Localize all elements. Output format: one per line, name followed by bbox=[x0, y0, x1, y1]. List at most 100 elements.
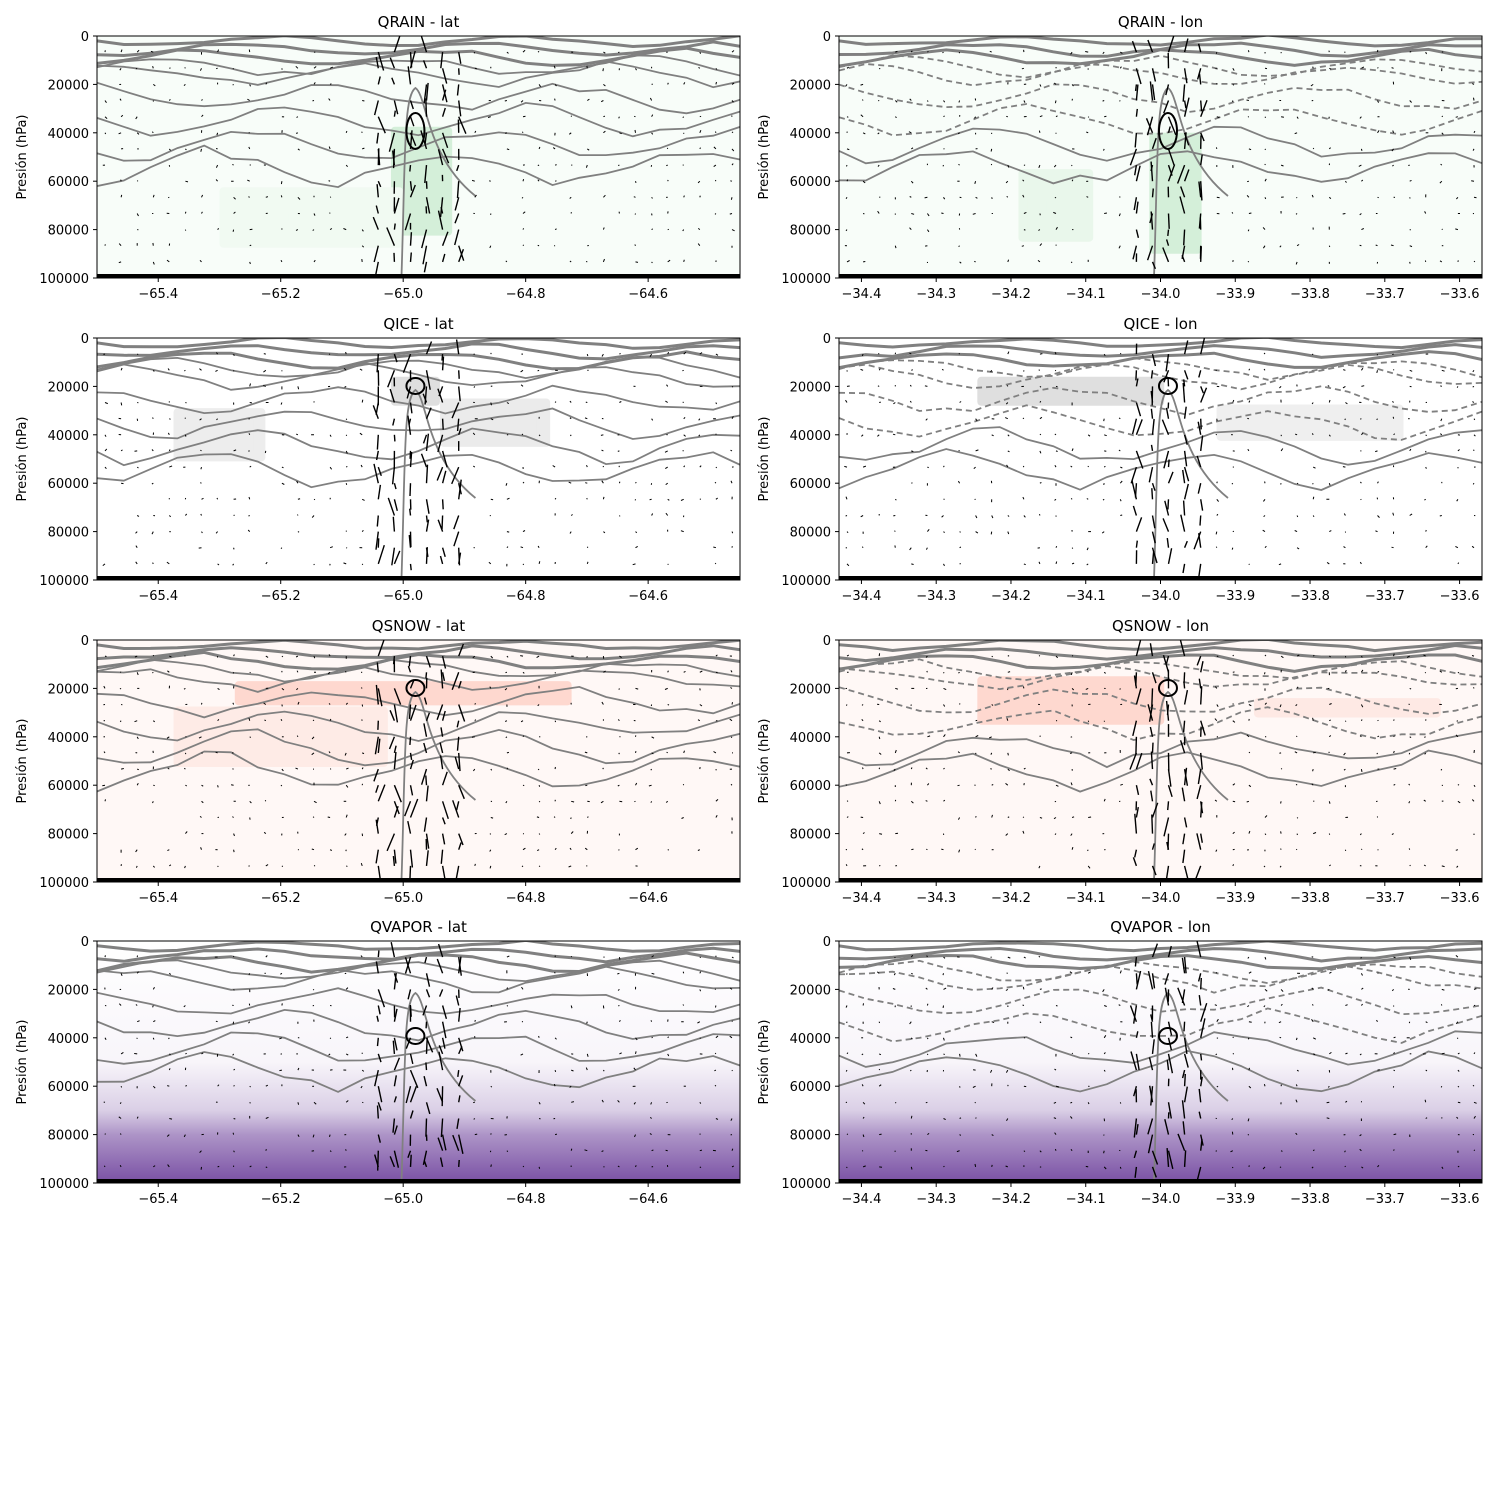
wind-vector bbox=[409, 563, 412, 571]
wind-vector bbox=[436, 704, 444, 720]
wind-vector bbox=[892, 433, 896, 436]
contour-line bbox=[97, 362, 740, 391]
wind-vector bbox=[136, 49, 140, 53]
wind-vector bbox=[635, 1051, 637, 1055]
wind-vector bbox=[729, 987, 733, 990]
wind-vector bbox=[169, 1053, 171, 1056]
wind-vector bbox=[1214, 799, 1218, 802]
wind-vector bbox=[1023, 515, 1026, 518]
wind-vector bbox=[1103, 483, 1105, 486]
wind-vector bbox=[1134, 84, 1138, 91]
wind-vector bbox=[373, 245, 379, 263]
contour-line bbox=[839, 404, 1482, 441]
wind-vector bbox=[1360, 956, 1362, 959]
wind-vector bbox=[860, 515, 864, 518]
wind-vector bbox=[942, 164, 944, 167]
wind-vector bbox=[425, 82, 429, 101]
contour-line bbox=[97, 941, 740, 953]
wind-vector bbox=[1007, 434, 1010, 437]
wind-vector bbox=[1439, 260, 1443, 263]
wind-vector bbox=[991, 515, 994, 519]
wind-vector bbox=[1135, 970, 1142, 990]
wind-vector bbox=[1455, 849, 1459, 851]
wind-vector bbox=[360, 687, 363, 689]
wind-vector bbox=[152, 720, 156, 723]
wind-vector bbox=[391, 547, 396, 566]
wind-vector bbox=[894, 100, 898, 103]
wind-vector bbox=[957, 751, 960, 754]
field-background bbox=[839, 640, 1482, 882]
wind-vector bbox=[618, 51, 620, 54]
wind-vector bbox=[1200, 1139, 1203, 1151]
wind-vector bbox=[569, 260, 572, 263]
y-tick-label: 40000 bbox=[790, 127, 831, 142]
wind-vector bbox=[731, 1165, 734, 1168]
wind-vector bbox=[441, 1134, 447, 1151]
wind-vector bbox=[1280, 1003, 1283, 1006]
wind-vector bbox=[862, 1116, 865, 1119]
wind-vector bbox=[201, 531, 203, 534]
wind-vector bbox=[1085, 1165, 1089, 1168]
wind-vector bbox=[313, 1101, 317, 1105]
wind-vector bbox=[249, 671, 251, 674]
x-tick-label: −33.6 bbox=[1440, 589, 1480, 604]
wind-vector bbox=[135, 865, 138, 868]
wind-vector bbox=[1455, 734, 1459, 738]
y-tick-label: 100000 bbox=[781, 272, 831, 287]
wind-vector bbox=[618, 481, 621, 484]
wind-vector bbox=[120, 1086, 123, 1088]
wind-vector bbox=[152, 369, 155, 372]
wind-vector bbox=[280, 547, 283, 549]
wind-vector bbox=[1232, 399, 1235, 403]
wind-vector bbox=[392, 418, 396, 426]
wind-vector bbox=[362, 147, 365, 150]
contour-line bbox=[97, 640, 740, 651]
wind-vector bbox=[1457, 1165, 1460, 1168]
wind-vector bbox=[651, 228, 653, 231]
wind-vector bbox=[1393, 768, 1397, 770]
wind-vector bbox=[377, 1005, 381, 1015]
contour-line bbox=[97, 987, 740, 1015]
wind-vector bbox=[392, 1040, 396, 1054]
wind-vector bbox=[280, 195, 283, 198]
wind-vector bbox=[1328, 116, 1330, 119]
wind-vector bbox=[200, 466, 202, 470]
wind-vector bbox=[136, 971, 139, 974]
wind-vector bbox=[1198, 1088, 1202, 1103]
wind-vector bbox=[1408, 752, 1411, 755]
wind-vector bbox=[473, 51, 476, 54]
wind-vector bbox=[911, 972, 913, 975]
wind-vector bbox=[297, 386, 300, 390]
wind-vector bbox=[1167, 1102, 1172, 1119]
wind-vector bbox=[1263, 83, 1266, 85]
wind-vector bbox=[1118, 417, 1121, 420]
wind-vector bbox=[665, 482, 668, 486]
wind-vector bbox=[1359, 1053, 1362, 1056]
x-tick-label: −33.9 bbox=[1215, 589, 1255, 604]
wind-vector bbox=[409, 165, 412, 172]
x-tick-label: −34.3 bbox=[916, 287, 956, 302]
wind-vector bbox=[1039, 416, 1043, 420]
wind-vector bbox=[699, 1133, 701, 1135]
axes-frame bbox=[96, 940, 741, 1184]
wind-vector bbox=[392, 150, 396, 166]
surface-line bbox=[839, 1179, 1482, 1183]
field-background bbox=[839, 338, 1482, 580]
wind-vector bbox=[425, 197, 431, 214]
wind-vector bbox=[1146, 245, 1154, 261]
wind-vector bbox=[152, 1005, 154, 1008]
wind-vector bbox=[504, 100, 508, 102]
wind-vector bbox=[1182, 849, 1186, 864]
wind-vector bbox=[618, 957, 621, 960]
wind-vector bbox=[538, 561, 541, 565]
wind-vector bbox=[185, 831, 188, 834]
wind-vector bbox=[1329, 719, 1331, 722]
wind-vector bbox=[474, 194, 477, 198]
contour-line bbox=[839, 350, 1482, 370]
panel-title: QSNOW - lon bbox=[1112, 617, 1209, 635]
wind-vector bbox=[1216, 1018, 1219, 1022]
y-tick-label: 0 bbox=[81, 935, 89, 950]
wind-vector bbox=[1197, 973, 1202, 982]
wind-vector bbox=[280, 784, 283, 787]
